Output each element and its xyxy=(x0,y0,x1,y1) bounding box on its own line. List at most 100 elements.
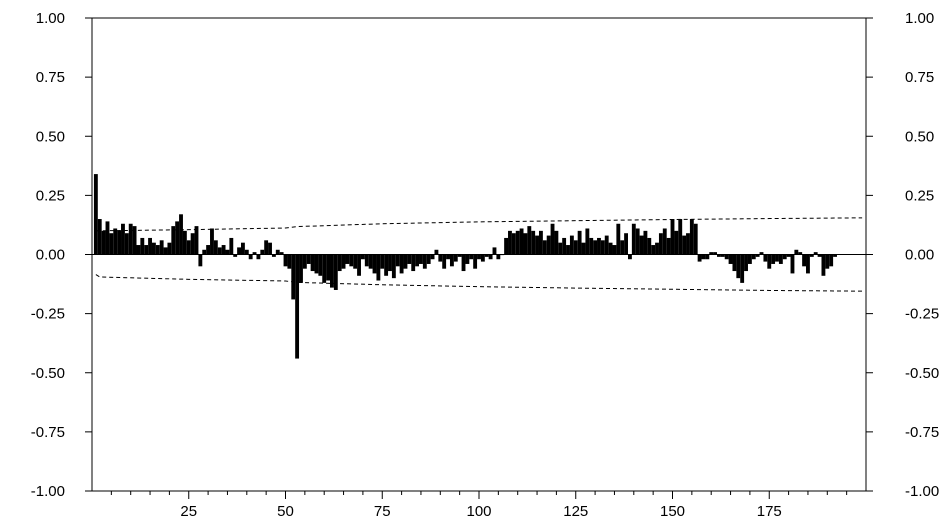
acf-bar xyxy=(627,254,632,260)
acf-bar xyxy=(271,254,276,257)
acf-bar xyxy=(488,254,493,260)
acf-bar xyxy=(302,254,307,269)
acf-bar xyxy=(639,235,644,255)
acf-bar xyxy=(736,254,741,279)
acf-bar xyxy=(349,254,354,267)
acf-bar xyxy=(705,254,710,260)
acf-bar xyxy=(264,240,269,255)
acf-bar xyxy=(360,254,365,260)
acf-bar xyxy=(527,226,532,255)
acf-bar xyxy=(581,242,586,255)
acf-bar xyxy=(299,254,303,283)
acf-bar xyxy=(651,245,656,255)
plot-frame xyxy=(91,17,867,492)
acf-bar xyxy=(655,242,659,255)
acf-bar xyxy=(744,254,748,272)
acf-bar xyxy=(616,223,621,255)
acf-bar xyxy=(252,252,257,255)
acf-bar xyxy=(697,254,702,262)
acf-bar xyxy=(600,240,605,255)
acf-bar xyxy=(755,254,760,257)
acf-bar xyxy=(256,254,261,260)
acf-bar xyxy=(759,252,764,255)
acf-bar xyxy=(128,223,133,255)
acf-bar xyxy=(732,254,737,272)
acf-bar xyxy=(608,242,613,255)
acf-bar xyxy=(194,226,199,255)
acf-bar xyxy=(364,254,369,267)
acf-bar xyxy=(508,230,512,255)
y-axis-left: 1.00 0.75 0.50 0.25 0.00 -0.25 -0.50 -0.75 -1.00 xyxy=(31,10,92,500)
acf-bar xyxy=(229,237,234,255)
acf-bar xyxy=(415,254,420,267)
acf-bar xyxy=(310,254,315,272)
acf-bar xyxy=(747,254,752,264)
acf-bar xyxy=(217,247,222,255)
acf-bar xyxy=(453,254,458,262)
acf-bar xyxy=(597,237,601,255)
y-tick-label-left: 0.00 xyxy=(36,247,65,264)
y-tick-label-left: 0.25 xyxy=(36,187,65,204)
acf-bar xyxy=(333,254,338,290)
acf-bar xyxy=(546,235,551,255)
acf-bar xyxy=(322,254,327,283)
acf-bar xyxy=(477,254,481,260)
acf-bar xyxy=(353,254,358,269)
acf-bar xyxy=(790,254,795,274)
acf-bar xyxy=(674,230,679,255)
x-tick-label: 175 xyxy=(757,503,782,520)
acf-bar xyxy=(368,254,373,269)
acf-bar xyxy=(709,252,714,255)
acf-bar xyxy=(515,230,520,255)
acf-bar xyxy=(643,230,648,255)
y-tick-label-left: -0.25 xyxy=(31,306,65,323)
upper-band-line xyxy=(95,217,863,232)
y-tick-label-right: -0.25 xyxy=(905,306,939,323)
acf-bar xyxy=(593,240,598,255)
acf-bar xyxy=(662,228,667,255)
acf-bar xyxy=(287,254,292,269)
acf-bar xyxy=(295,254,300,359)
acf-bar xyxy=(647,237,652,255)
acf-bar xyxy=(620,240,625,255)
acf-bar xyxy=(391,254,396,279)
acf-bar xyxy=(388,254,392,272)
y-tick-label-left: 1.00 xyxy=(36,10,65,27)
y-tick-label-right: 0.25 xyxy=(905,187,934,204)
acf-bar xyxy=(457,254,462,257)
bar-series xyxy=(93,174,837,359)
acf-bar xyxy=(326,254,331,281)
acf-bar xyxy=(763,254,768,262)
acf-bar xyxy=(175,221,180,255)
acf-bar xyxy=(93,174,98,255)
acf-bar xyxy=(372,254,377,274)
acf-bar xyxy=(461,254,466,272)
x-tick-label: 100 xyxy=(466,503,491,520)
acf-bar xyxy=(167,242,172,255)
acf-bar xyxy=(407,254,412,264)
acf-bar xyxy=(821,254,826,276)
acf-bar xyxy=(341,254,346,269)
acf-bar xyxy=(473,254,478,269)
acf-bar xyxy=(569,235,574,255)
acf-bar xyxy=(399,254,404,274)
x-tick-label: 150 xyxy=(660,503,685,520)
acf-bar xyxy=(484,254,489,257)
acf-bar xyxy=(330,254,334,288)
acf-bar xyxy=(670,219,675,255)
acf-bar xyxy=(422,254,427,269)
acf-bar xyxy=(794,249,799,255)
acf-bar xyxy=(210,228,214,255)
acf-bar xyxy=(337,254,342,272)
acf-bar xyxy=(813,252,818,255)
acf-bar xyxy=(345,254,350,264)
acf-bar xyxy=(585,228,590,255)
acf-bar xyxy=(151,242,156,255)
y-tick-label-left: -1.00 xyxy=(31,483,65,500)
acf-bar xyxy=(376,254,381,281)
acf-bar xyxy=(724,254,729,260)
acf-bar xyxy=(426,254,431,264)
acf-bar xyxy=(825,254,830,269)
acf-bar xyxy=(740,254,745,283)
